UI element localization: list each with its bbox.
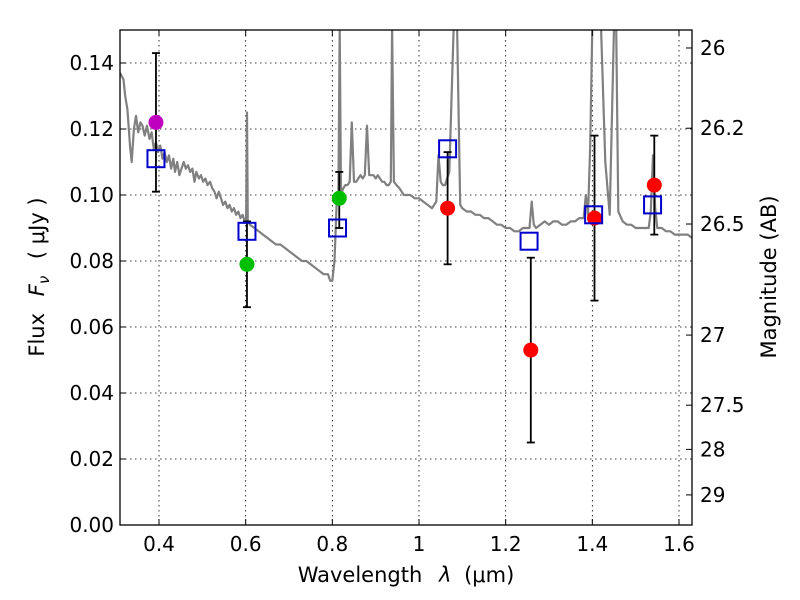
x-axis-label-main: Wavelength	[298, 563, 423, 587]
model-spectrum-line	[120, 30, 692, 282]
x-axis-label-symbol: λ	[438, 563, 451, 587]
model-photometry-square	[146, 149, 166, 169]
model-photometry-square	[643, 195, 663, 215]
y-axis-label-unit: ( μJy )	[25, 197, 49, 259]
x-tick-label: 1.2	[490, 532, 522, 556]
x-tick-label: 1	[413, 532, 426, 556]
y-tick-label: 0.00	[69, 513, 114, 537]
y2-tick-label: 27.5	[700, 393, 745, 417]
y2-axis-label: Magnitude (AB)	[757, 195, 781, 358]
model-photometry-square	[584, 205, 604, 225]
data-point-circle	[523, 342, 539, 358]
y-tick-label: 0.14	[69, 51, 114, 75]
y-axis-label-symbol: F	[25, 283, 49, 296]
x-axis-label-unit: (μm)	[464, 563, 514, 587]
model-photometry-square	[519, 231, 539, 251]
data-point-circle	[587, 210, 602, 226]
y2-tick-label: 26.5	[700, 212, 745, 236]
x-tick-label: 0.6	[230, 532, 262, 556]
y-tick-label: 0.02	[69, 447, 114, 471]
y-axis-label: Flux Fν ( μJy )	[25, 197, 54, 356]
x-tick-label: 0.4	[143, 532, 175, 556]
axis-ticks: 0.4 0.6 0.8 1 1.2 1.4 1.6 0.00 0.02 0.04 0.06 0.08 0…	[69, 30, 745, 556]
x-tick-label: 1.4	[576, 532, 608, 556]
y2-tick-label: 27	[700, 323, 725, 347]
y-tick-label: 0.08	[69, 249, 114, 273]
model-photometry-square	[328, 218, 348, 238]
data-point-circle	[646, 177, 662, 193]
data-point-circle	[331, 190, 347, 206]
grid-lines	[120, 30, 692, 526]
y-axis-label-subscript: ν	[35, 276, 53, 284]
y2-tick-label: 29	[700, 483, 725, 507]
data-point-circle	[148, 114, 164, 130]
data-point-circle	[239, 256, 255, 272]
model-photometry-square	[438, 139, 458, 159]
y2-tick-label: 26.2	[700, 116, 745, 140]
y-axis-label-main: Flux	[25, 313, 49, 357]
model-photometry-square	[237, 221, 257, 241]
x-tick-label: 1.6	[663, 532, 695, 556]
y-tick-label: 0.06	[69, 315, 114, 339]
y-tick-label: 0.04	[69, 381, 114, 405]
x-axis-label: Wavelength λ (μm)	[298, 563, 515, 587]
y-tick-label: 0.10	[69, 183, 114, 207]
y2-tick-label: 28	[700, 437, 725, 461]
plot-area	[120, 30, 692, 444]
y2-tick-label: 26	[700, 36, 725, 60]
data-point-circle	[440, 200, 456, 216]
y-tick-label: 0.12	[69, 117, 114, 141]
x-tick-label: 0.8	[316, 532, 348, 556]
axes-frame	[119, 29, 693, 526]
